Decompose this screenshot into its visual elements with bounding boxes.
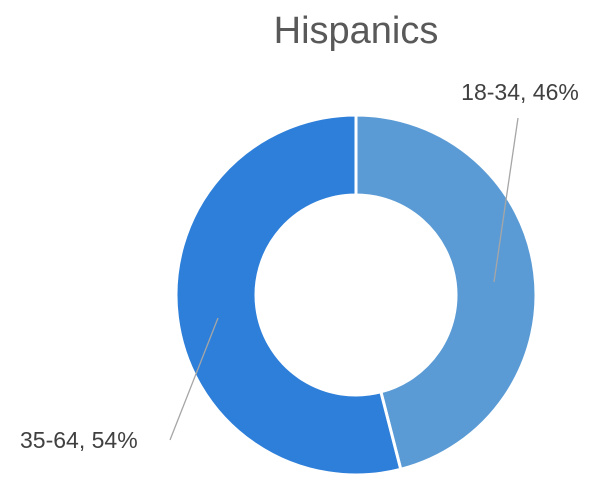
data-label-35-64: 35-64, 54% [20, 427, 138, 453]
donut-slice-35-64 [174, 113, 403, 477]
donut-slice-18-34 [354, 113, 538, 472]
leader-line-18-34 [493, 117, 519, 283]
leader-line-35-64 [169, 317, 219, 441]
donut-slices [174, 113, 538, 477]
data-labels: 18-34, 46% 35-64, 54% [20, 79, 579, 453]
chart-title: Hispanics [274, 10, 439, 52]
data-label-18-34: 18-34, 46% [461, 79, 579, 105]
